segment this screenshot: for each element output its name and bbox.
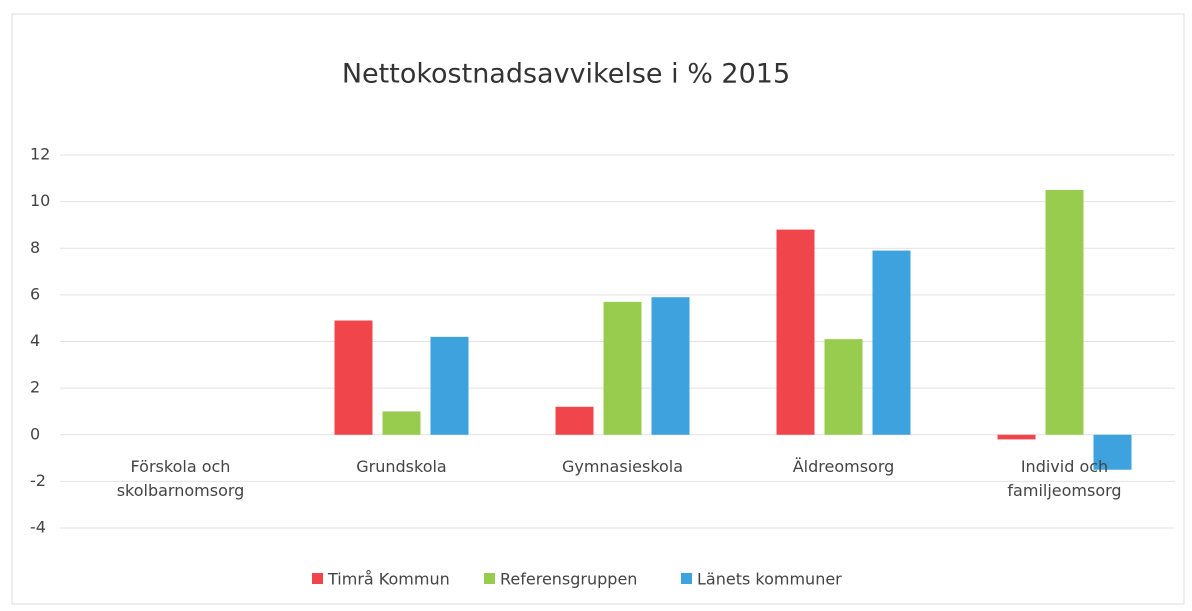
- legend-swatch: [681, 573, 692, 584]
- bar: [872, 250, 911, 435]
- y-tick-label: 2: [30, 378, 40, 397]
- bar: [824, 339, 863, 435]
- bar: [382, 411, 421, 435]
- x-tick-label: Individ och familjeomsorg: [1007, 457, 1122, 500]
- y-tick-label: 8: [30, 238, 40, 257]
- chart-border: [11, 13, 1185, 605]
- x-tick-label: Förskola och skolbarnomsorg: [116, 457, 245, 500]
- x-tick-label: Äldreomsorg: [792, 457, 895, 476]
- bar: [1093, 434, 1132, 470]
- bar: [776, 229, 815, 435]
- bar: [555, 406, 594, 435]
- bar: [997, 434, 1036, 440]
- bar: [334, 320, 373, 435]
- y-tick-label: -4: [30, 518, 46, 537]
- x-tick-label: Grundskola: [356, 457, 447, 476]
- bar: [430, 336, 469, 435]
- y-tick-label: 10: [30, 191, 50, 210]
- y-tick-label: 6: [30, 284, 40, 303]
- bar: [1045, 189, 1084, 435]
- y-tick-label: 12: [30, 145, 50, 164]
- x-tick-label: Gymnasieskola: [561, 457, 684, 476]
- y-tick-label: -2: [30, 471, 46, 490]
- bar: [603, 301, 642, 435]
- y-tick-label: 0: [30, 424, 40, 443]
- legend-swatch: [484, 573, 495, 584]
- legend-label: Timrå Kommun: [327, 570, 450, 589]
- legend-label: Referensgruppen: [500, 570, 637, 589]
- bar: [651, 297, 690, 435]
- legend-label: Länets kommuner: [697, 570, 842, 589]
- legend-swatch: [312, 573, 323, 584]
- y-tick-label: 4: [30, 331, 40, 350]
- chart-title: Nettokostnadsavvikelse i % 2015: [342, 59, 790, 90]
